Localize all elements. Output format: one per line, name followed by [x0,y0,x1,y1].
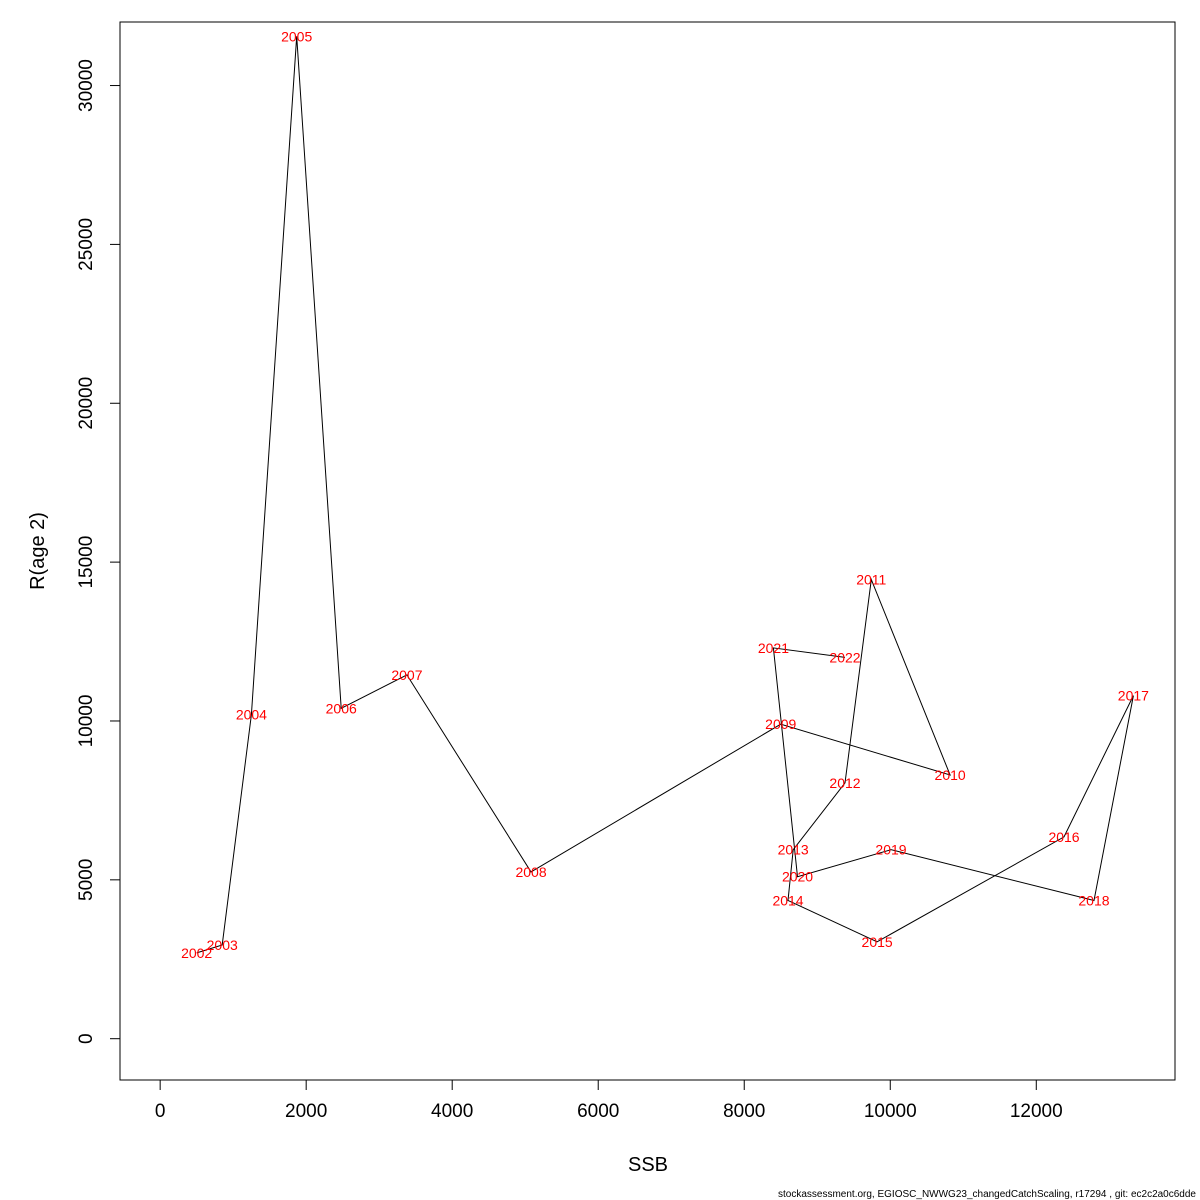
y-tick-label: 15000 [76,536,97,589]
x-tick-label: 6000 [577,1101,619,1122]
point-label-2010: 2010 [935,767,966,783]
point-label-2006: 2006 [326,700,357,716]
x-tick-label: 0 [155,1101,166,1122]
plot-frame [119,21,1176,1081]
x-tick-label: 8000 [723,1101,765,1122]
point-label-2016: 2016 [1048,829,1079,845]
y-tick-label: 5000 [76,859,97,901]
series-line [196,36,1134,954]
y-axis: 0 5000 10000 15000 20000 25000 30000 [76,59,121,1044]
y-tick-label: 10000 [76,695,97,748]
point-label-2020: 2020 [782,869,813,885]
y-axis-label: R(age 2) [27,512,49,590]
point-label-2003: 2003 [207,937,238,953]
y-tick-label: 30000 [76,59,97,112]
point-label-2005: 2005 [281,28,312,44]
point-label-2015: 2015 [862,934,893,950]
point-label-2002: 2002 [181,945,212,961]
x-axis-label: SSB [628,1154,668,1176]
point-label-2021: 2021 [758,640,789,656]
y-tick-label: 0 [76,1033,97,1044]
point-label-2004: 2004 [236,707,267,723]
point-label-2017: 2017 [1118,688,1149,704]
x-tick-label: 12000 [1010,1101,1063,1122]
point-label-2014: 2014 [772,892,803,908]
point-label-2008: 2008 [515,864,546,880]
y-tick-label: 20000 [76,377,97,430]
x-tick-label: 4000 [431,1101,473,1122]
point-label-2007: 2007 [391,667,422,683]
x-axis: 0 2000 4000 6000 8000 10000 12000 [155,1079,1063,1122]
x-tick-label: 2000 [285,1101,327,1122]
point-label-2009: 2009 [765,716,796,732]
point-label-2013: 2013 [778,842,809,858]
point-label-2018: 2018 [1078,892,1109,908]
point-label-2022: 2022 [829,649,860,665]
point-label-2012: 2012 [829,775,860,791]
point-label-2011: 2011 [856,572,886,588]
x-tick-label: 10000 [864,1101,917,1122]
point-label-2019: 2019 [875,842,906,858]
footer-caption: stockassessment.org, EGIOSC_NWWG23_chang… [778,1189,1196,1200]
y-tick-label: 25000 [76,218,97,271]
